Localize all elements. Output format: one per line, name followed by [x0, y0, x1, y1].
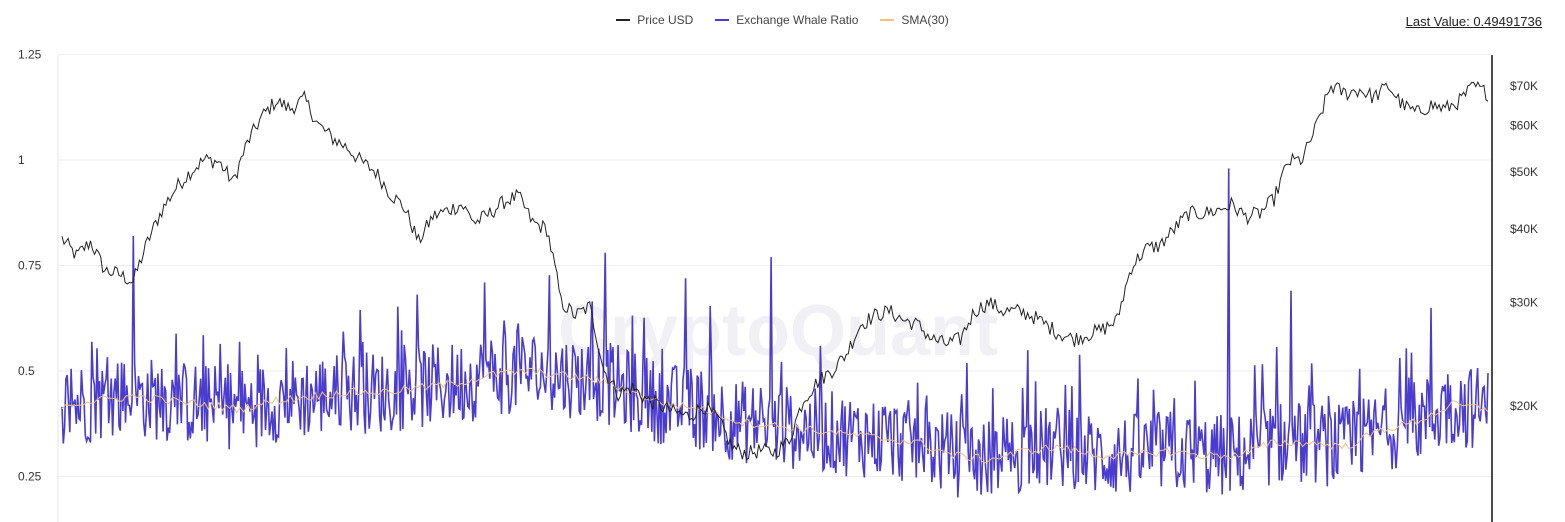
price-usd-line	[61, 81, 1489, 461]
right-tick-label: $20K	[1510, 399, 1538, 413]
exchange-whale-ratio-line	[61, 168, 1489, 498]
right-tick-label: $50K	[1510, 165, 1538, 179]
left-tick-label: 0.75	[18, 259, 42, 273]
right-y-axis: $70K $60K $50K $40K $30K $20K	[1510, 79, 1538, 413]
left-tick-label: 0.5	[18, 364, 35, 378]
legend-item-sma30[interactable]: SMA(30)	[880, 13, 949, 27]
left-y-axis: 1.25 1 0.75 0.5 0.25	[18, 48, 42, 484]
right-tick-label: $30K	[1510, 295, 1538, 309]
last-value-link[interactable]: Last Value: 0.49491736	[1405, 14, 1542, 29]
watermark-logo: CryptoQuant	[558, 291, 998, 371]
right-tick-label: $70K	[1510, 79, 1538, 93]
legend-item-price-usd[interactable]: Price USD	[616, 13, 693, 27]
legend-label-exchange-whale-ratio: Exchange Whale Ratio	[736, 13, 859, 27]
left-tick-label: 1.25	[18, 48, 42, 62]
gridlines	[58, 54, 1492, 477]
legend-item-exchange-whale-ratio[interactable]: Exchange Whale Ratio	[715, 13, 858, 27]
right-tick-label: $60K	[1510, 118, 1538, 132]
chart-legend: Price USD Exchange Whale Ratio SMA(30)	[0, 13, 1565, 27]
legend-label-price-usd: Price USD	[637, 13, 694, 27]
left-tick-label: 1	[18, 153, 25, 167]
whale-ratio-line-swatch-icon	[715, 19, 730, 21]
right-tick-label: $40K	[1510, 222, 1538, 236]
sma30-line	[61, 367, 1489, 464]
left-tick-label: 0.25	[18, 470, 42, 484]
sma-line-swatch-icon	[880, 19, 895, 21]
legend-label-sma30: SMA(30)	[901, 13, 949, 27]
price-line-swatch-icon	[616, 19, 631, 21]
